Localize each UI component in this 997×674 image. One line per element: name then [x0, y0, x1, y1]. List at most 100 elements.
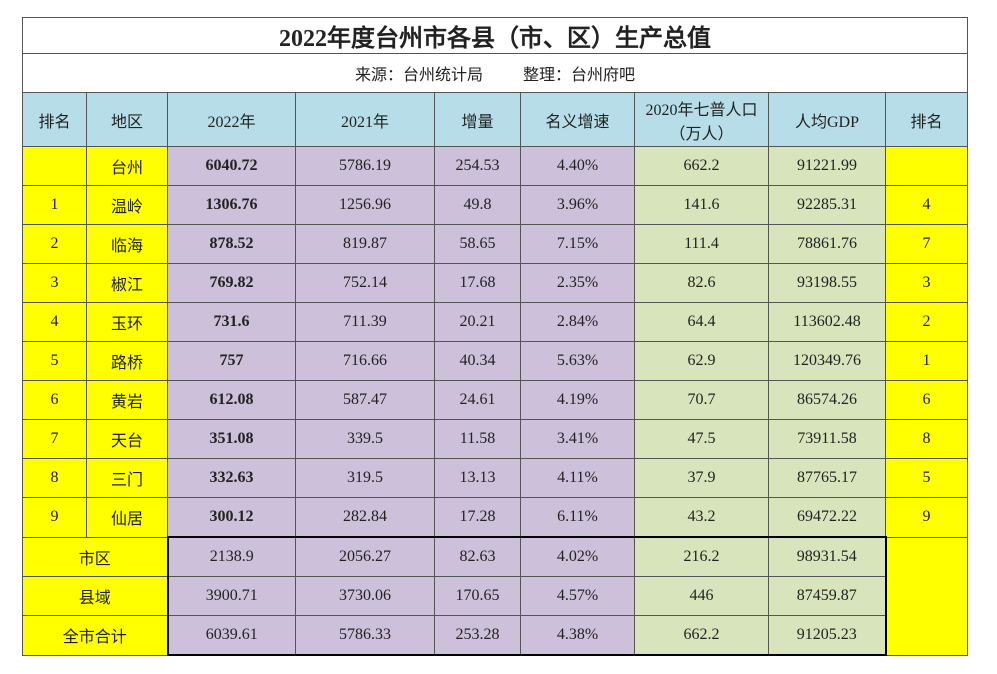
gdp-rank	[884, 146, 969, 186]
source: 来源：台州统计局	[354, 67, 483, 84]
gdp-rank: 1	[884, 341, 969, 381]
value-cell: 3.96%	[520, 185, 635, 225]
value-cell: 17.68	[434, 263, 521, 303]
value-cell: 351.08	[167, 419, 296, 459]
value-cell: 339.5	[295, 419, 435, 459]
region: 临海	[86, 224, 168, 264]
header-cell: 人均GDP	[768, 92, 886, 147]
data-row: 台州 6040.72 5786.19 254.53 4.40% 662.2 91221.99	[22, 146, 969, 186]
header-cell: 排名	[884, 92, 969, 147]
value-cell: 4.40%	[520, 146, 635, 186]
header-row: 排名 地区 2022年 2021年 增量 名义增速 2020年七普人口（万人） 人均GDP 排名	[22, 92, 969, 147]
gdp-rank: 3	[884, 263, 969, 303]
value-cell: 757	[167, 341, 296, 381]
region: 三门	[86, 458, 168, 498]
summary-label: 全市合计	[22, 615, 168, 656]
region: 黄岩	[86, 380, 168, 420]
value-cell: 58.65	[434, 224, 521, 264]
value-cell: 3900.71	[166, 576, 296, 616]
value-cell: 87459.87	[768, 576, 887, 616]
value-cell: 69472.22	[768, 497, 886, 538]
organizer: 整理：台州府吧	[523, 67, 636, 84]
value-cell: 141.6	[634, 185, 769, 225]
value-cell: 91205.23	[768, 615, 887, 656]
value-cell: 64.4	[634, 302, 769, 342]
summary-blank	[884, 536, 969, 656]
header-cell: 增量	[434, 92, 521, 147]
value-cell: 120349.76	[768, 341, 886, 381]
value-cell: 1256.96	[295, 185, 435, 225]
region: 路桥	[86, 341, 168, 381]
value-cell: 93198.55	[768, 263, 886, 303]
gdp-rank: 5	[884, 458, 969, 498]
value-cell: 113602.48	[768, 302, 886, 342]
rank: 5	[22, 341, 87, 381]
summary-label: 市区	[22, 536, 168, 577]
value-cell: 216.2	[634, 536, 769, 577]
value-cell: 2.84%	[520, 302, 635, 342]
title-row: 2022年度台州市各县（市、区）生产总值	[21, 17, 969, 54]
region: 仙居	[86, 497, 168, 538]
value-cell: 3.41%	[520, 419, 635, 459]
value-cell: 662.2	[634, 146, 769, 186]
value-cell: 282.84	[295, 497, 435, 538]
value-cell: 82.6	[634, 263, 769, 303]
value-cell: 6039.61	[166, 615, 296, 656]
value-cell: 2.35%	[520, 263, 635, 303]
value-cell: 446	[634, 576, 769, 616]
value-cell: 769.82	[167, 263, 296, 303]
value-cell: 4.19%	[520, 380, 635, 420]
region: 玉环	[86, 302, 168, 342]
value-cell: 711.39	[295, 302, 435, 342]
header-cell: 2022年	[167, 92, 296, 147]
value-cell: 7.15%	[520, 224, 635, 264]
value-cell: 716.66	[295, 341, 435, 381]
gdp-table: 2022年度台州市各县（市、区）生产总值 来源：台州统计局 整理：台州府吧 排名地…	[21, 17, 969, 656]
summary-row: 县域 3900.71 3730.06 170.65 4.57% 446 87459.87	[22, 576, 968, 616]
value-cell: 49.8	[434, 185, 521, 225]
rank: 4	[22, 302, 87, 342]
gdp-rank: 2	[884, 302, 969, 342]
value-cell: 4.02%	[520, 536, 635, 577]
table-title: 2022年度台州市各县（市、区）生产总值	[21, 17, 969, 54]
header-cell: 2020年七普人口（万人）	[634, 92, 769, 147]
value-cell: 78861.76	[768, 224, 886, 264]
summary-row: 全市合计 6039.61 5786.33 253.28 4.38% 662.2 91205.…	[22, 615, 968, 656]
gdp-rank: 7	[884, 224, 969, 264]
summary-row: 市区 2138.9 2056.27 82.63 4.02% 216.2 98931.54	[22, 536, 969, 656]
value-cell: 87765.17	[768, 458, 886, 498]
value-cell: 43.2	[634, 497, 769, 538]
data-row: 3 椒江 769.82 752.14 17.68 2.35% 82.6 93198.55 3	[22, 263, 969, 303]
value-cell: 1306.76	[167, 185, 296, 225]
value-cell: 40.34	[434, 341, 521, 381]
value-cell: 37.9	[634, 458, 769, 498]
region: 椒江	[86, 263, 168, 303]
value-cell: 587.47	[295, 380, 435, 420]
value-cell: 13.13	[434, 458, 521, 498]
region: 天台	[86, 419, 168, 459]
value-cell: 332.63	[167, 458, 296, 498]
data-row: 2 临海 878.52 819.87 58.65 7.15% 111.4 78861.76 7	[22, 224, 969, 264]
value-cell: 5786.33	[295, 615, 435, 656]
data-row: 5 路桥 757 716.66 40.34 5.63% 62.9 120349.76 1	[22, 341, 969, 381]
rank: 3	[22, 263, 87, 303]
value-cell: 4.57%	[520, 576, 635, 616]
value-cell: 24.61	[434, 380, 521, 420]
source-row: 来源：台州统计局 整理：台州府吧	[21, 53, 969, 93]
value-cell: 92285.31	[768, 185, 886, 225]
value-cell: 731.6	[167, 302, 296, 342]
value-cell: 319.5	[295, 458, 435, 498]
value-cell: 11.58	[434, 419, 521, 459]
value-cell: 17.28	[434, 497, 521, 538]
value-cell: 98931.54	[768, 536, 887, 577]
rank: 9	[22, 497, 87, 538]
value-cell: 3730.06	[295, 576, 435, 616]
value-cell: 20.21	[434, 302, 521, 342]
header-cell: 名义增速	[520, 92, 635, 147]
value-cell: 111.4	[634, 224, 769, 264]
header-cell: 排名	[22, 92, 87, 147]
value-cell: 82.63	[434, 536, 521, 577]
rank: 2	[22, 224, 87, 264]
value-cell: 300.12	[167, 497, 296, 538]
